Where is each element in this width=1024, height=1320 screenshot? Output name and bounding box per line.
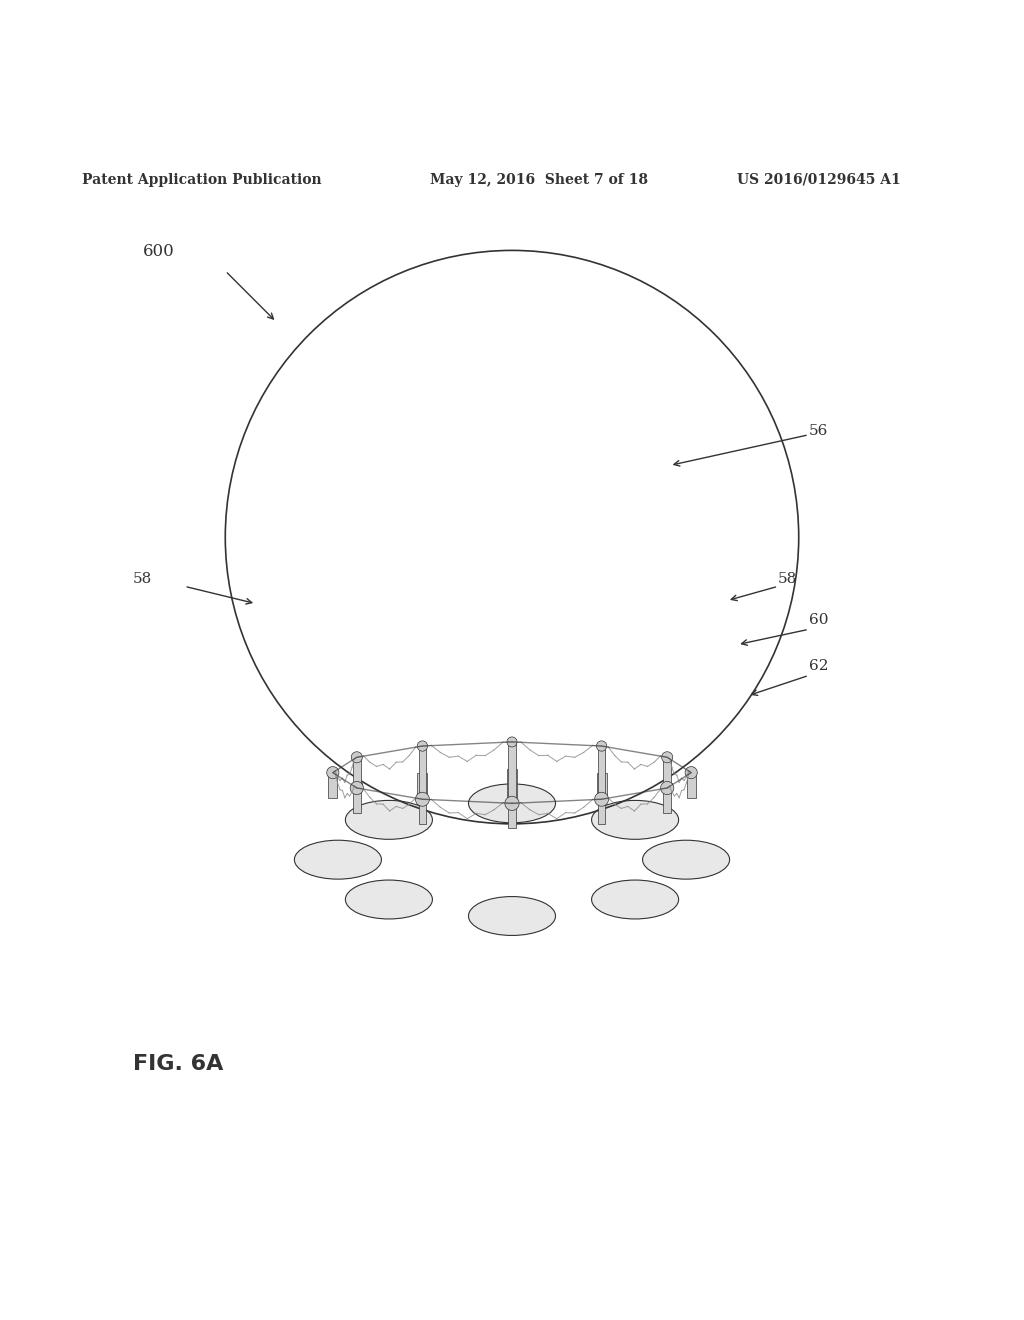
Text: FIG. 6A: FIG. 6A: [133, 1053, 223, 1073]
FancyBboxPatch shape: [507, 768, 517, 804]
Ellipse shape: [643, 841, 729, 879]
FancyBboxPatch shape: [352, 783, 361, 788]
Circle shape: [507, 737, 517, 747]
FancyBboxPatch shape: [664, 758, 671, 813]
FancyBboxPatch shape: [597, 772, 606, 799]
FancyBboxPatch shape: [353, 758, 360, 813]
Ellipse shape: [592, 880, 679, 919]
Circle shape: [416, 792, 429, 807]
Ellipse shape: [345, 880, 432, 919]
Text: Patent Application Publication: Patent Application Publication: [82, 173, 322, 187]
Ellipse shape: [469, 784, 555, 822]
Ellipse shape: [345, 800, 432, 840]
Circle shape: [351, 751, 362, 763]
FancyBboxPatch shape: [329, 772, 337, 799]
Circle shape: [505, 796, 519, 810]
Text: 58: 58: [133, 572, 153, 586]
Ellipse shape: [592, 800, 679, 840]
Circle shape: [660, 781, 674, 795]
Circle shape: [327, 767, 339, 779]
Text: 600: 600: [143, 243, 175, 260]
Circle shape: [685, 767, 697, 779]
FancyBboxPatch shape: [598, 746, 605, 824]
Circle shape: [350, 781, 364, 795]
FancyBboxPatch shape: [418, 772, 427, 799]
Text: US 2016/0129645 A1: US 2016/0129645 A1: [737, 173, 901, 187]
Text: May 12, 2016  Sheet 7 of 18: May 12, 2016 Sheet 7 of 18: [430, 173, 648, 187]
FancyBboxPatch shape: [419, 746, 426, 824]
Circle shape: [662, 751, 673, 763]
Ellipse shape: [295, 841, 381, 879]
FancyBboxPatch shape: [508, 742, 515, 828]
Text: 60: 60: [809, 614, 828, 627]
FancyBboxPatch shape: [687, 772, 695, 799]
Text: 58: 58: [778, 572, 798, 586]
Ellipse shape: [468, 896, 555, 936]
Text: 56: 56: [809, 424, 828, 438]
Circle shape: [417, 741, 428, 751]
Circle shape: [595, 792, 608, 807]
Circle shape: [596, 741, 607, 751]
Text: 62: 62: [809, 659, 828, 673]
FancyBboxPatch shape: [663, 783, 672, 788]
